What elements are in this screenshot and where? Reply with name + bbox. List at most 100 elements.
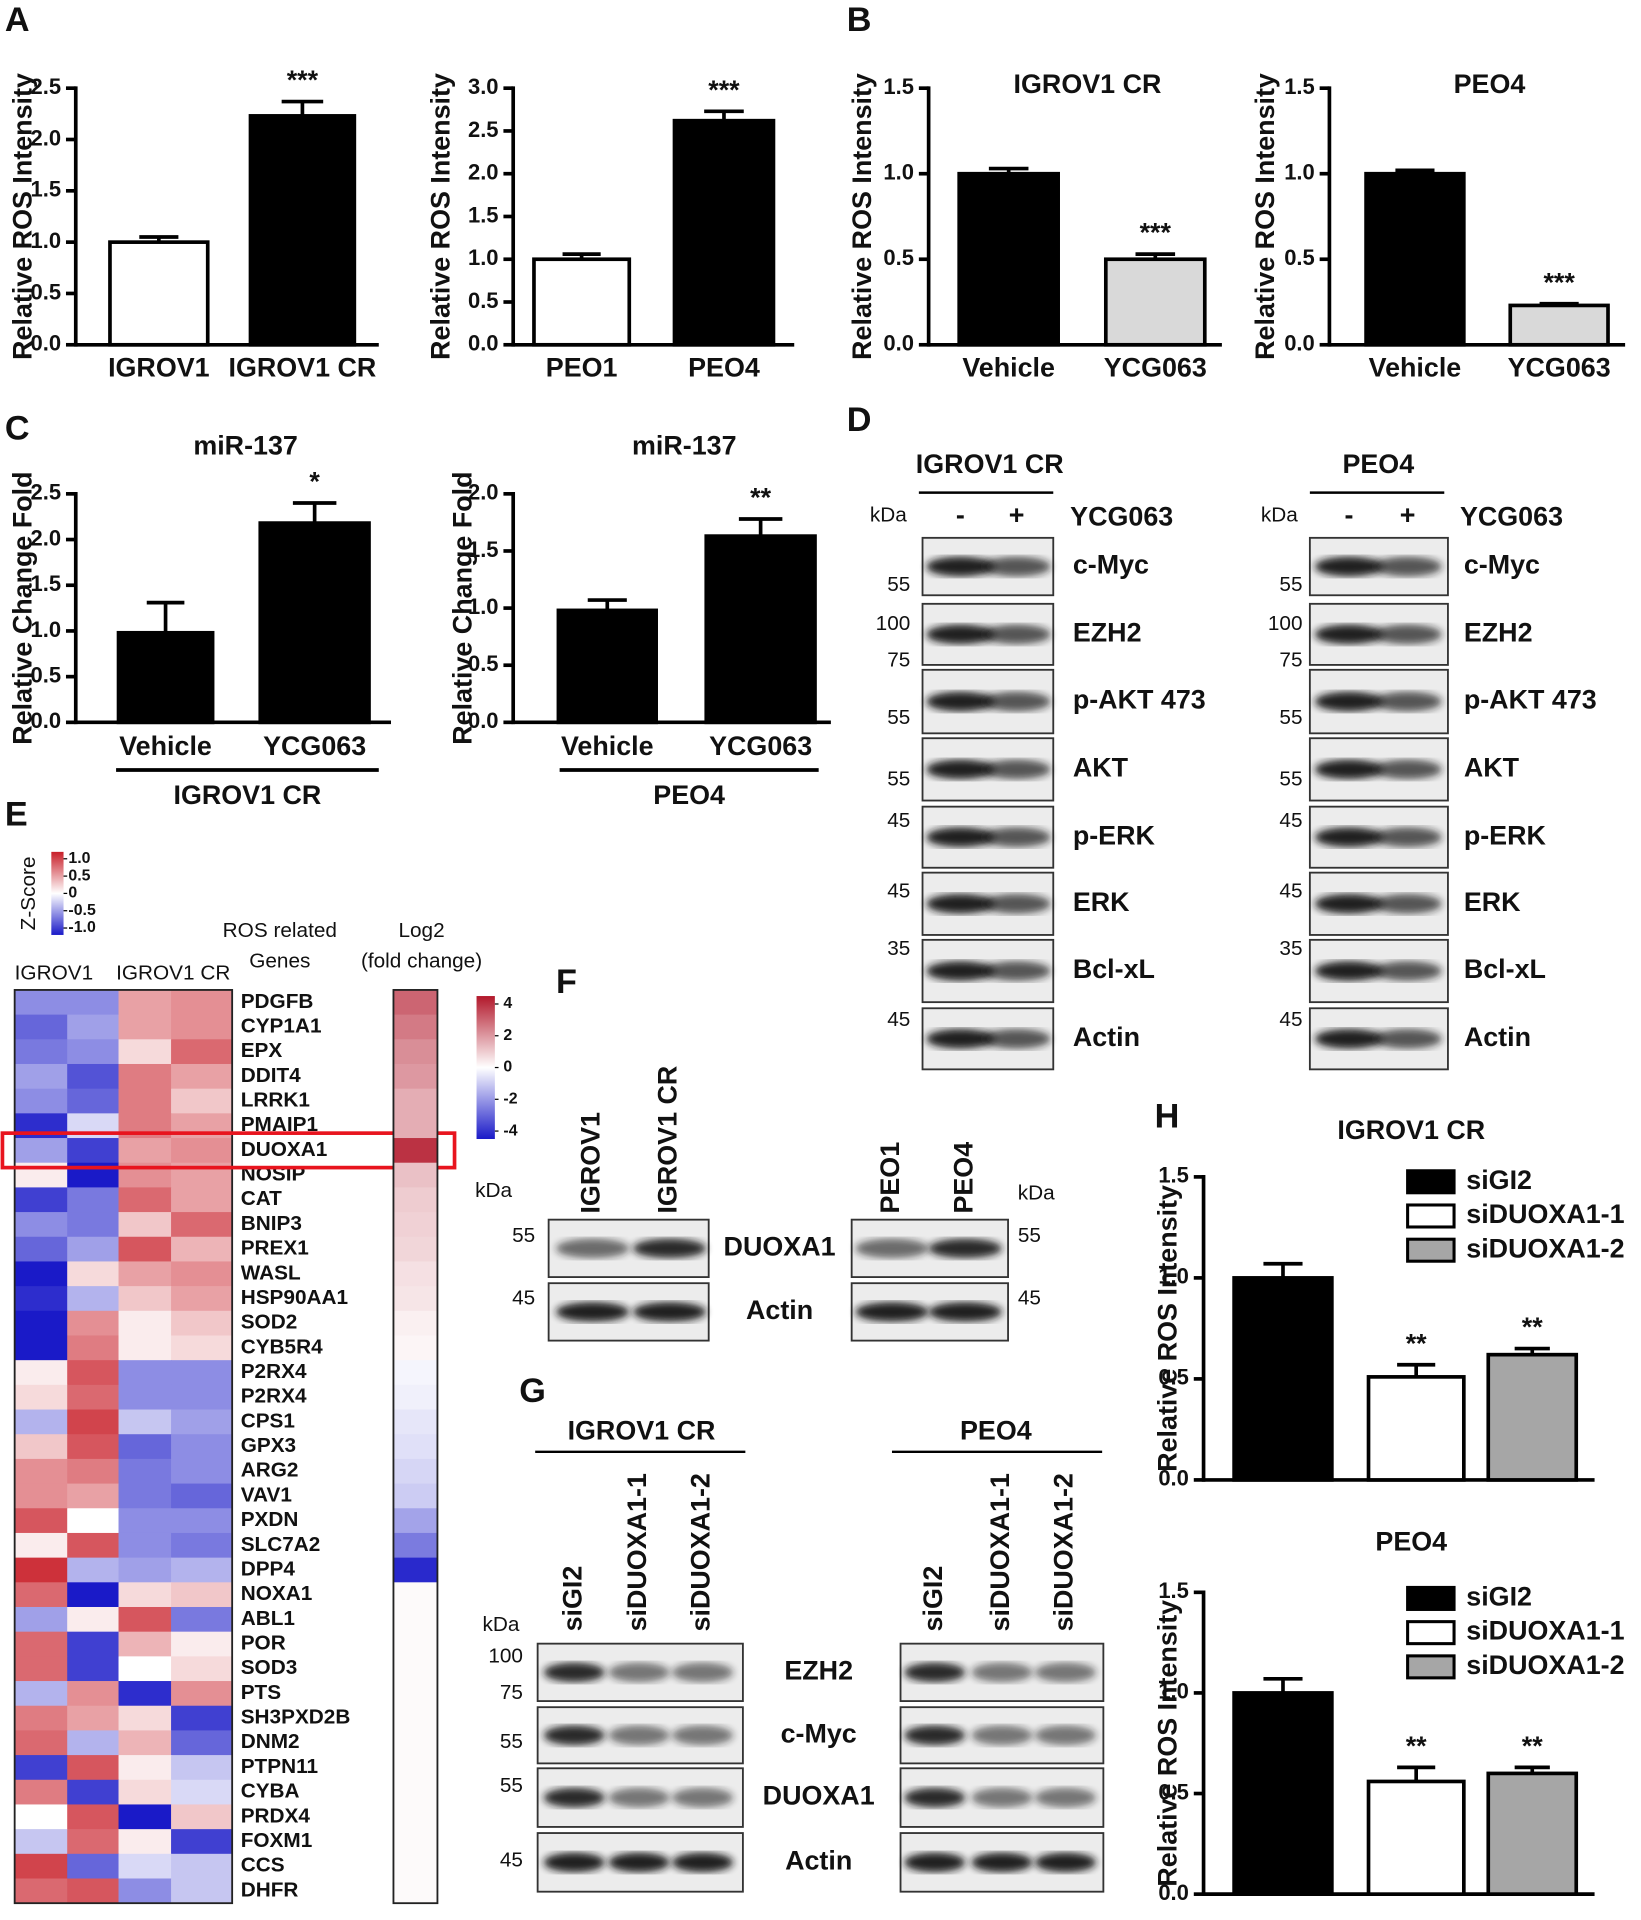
heatmap-cell — [118, 1829, 172, 1855]
lane-label: siDUOXA1-2 — [686, 1473, 716, 1631]
protein-label: c-Myc — [781, 1718, 857, 1748]
x-tick-label: YCG063 — [263, 731, 366, 761]
chart-title: PEO4 — [1454, 69, 1526, 99]
blot-band — [543, 1725, 605, 1746]
bar — [248, 114, 357, 347]
blot-band — [1314, 894, 1384, 914]
x-tick-label: YCG063 — [1104, 352, 1207, 382]
blot-band — [1373, 894, 1442, 914]
heatmap-cell — [14, 1656, 68, 1682]
heatmap-cell — [393, 1113, 438, 1139]
marker-label: 55 — [1279, 767, 1302, 790]
y-tick-label: 1.5 — [1158, 1163, 1189, 1188]
panel-label: E — [5, 795, 28, 833]
heatmap-cell — [67, 1384, 120, 1411]
heatmap-cell — [118, 1434, 172, 1460]
heatmap-frame — [13, 989, 234, 1905]
blot-band — [543, 1662, 605, 1683]
marker-label: 75 — [1279, 649, 1302, 672]
y-tick-label: 1.0 — [31, 228, 62, 253]
heatmap-cell — [118, 1804, 172, 1830]
heatmap-cell — [67, 1360, 120, 1386]
heatmap-cell — [67, 1656, 120, 1682]
heatmap-cell — [14, 1483, 68, 1509]
blot-band — [1314, 691, 1384, 712]
heatmap-cell — [393, 1878, 438, 1904]
gene-label: NOXA1 — [241, 1582, 313, 1605]
heatmap-cell — [67, 1606, 120, 1633]
panel-label: G — [519, 1372, 546, 1410]
heatmap-cell — [171, 1063, 233, 1090]
protein-label: Actin — [746, 1295, 813, 1325]
colorbar — [476, 996, 495, 1140]
heatmap-cell — [171, 1236, 233, 1263]
heatmap-cell — [171, 1656, 233, 1682]
heatmap-cell — [393, 1409, 438, 1435]
y-tick-label: 0.5 — [468, 651, 499, 676]
heatmap-cell — [118, 1853, 172, 1880]
heatmap-cell — [393, 1730, 438, 1756]
x-tick-label: YCG063 — [709, 731, 812, 761]
bar — [116, 630, 215, 725]
heatmap-cell — [171, 1286, 233, 1312]
blot-band — [855, 1238, 929, 1259]
heatmap-cell — [393, 1582, 438, 1608]
blot-band — [672, 1852, 734, 1873]
heatmap-cell — [171, 1187, 233, 1213]
heatmap-cell — [393, 1286, 438, 1312]
y-tick-label: 0.0 — [31, 331, 62, 356]
heatmap-cell — [67, 1063, 120, 1090]
heatmap-cell — [393, 1335, 438, 1361]
protein-label: p-ERK — [1073, 820, 1156, 850]
heatmap-cell — [171, 1434, 233, 1460]
blot-title: IGROV1 CR — [568, 1415, 716, 1445]
x-tick-label: Vehicle — [561, 731, 654, 761]
error-bar — [562, 252, 601, 260]
protein-label: Actin — [1464, 1022, 1531, 1052]
lane-label: siGI2 — [557, 1566, 587, 1632]
heatmap-cell — [171, 1508, 233, 1534]
blot-band — [971, 1662, 1033, 1683]
heatmap-cell — [14, 989, 68, 1016]
error-bar — [281, 99, 324, 116]
heatmap-cell — [171, 1360, 233, 1386]
heatmap-cell — [118, 1138, 172, 1164]
blot-band — [1373, 961, 1442, 981]
gene-label: CYB5R4 — [241, 1335, 323, 1358]
heatmap-cell — [67, 1187, 120, 1213]
heatmap-cell — [393, 1310, 438, 1337]
heatmap-cell — [393, 1631, 438, 1657]
colorbar-tick-label: 1.0 — [68, 850, 90, 867]
x-tick-label: Vehicle — [119, 731, 212, 761]
marker-label: 55 — [1018, 1224, 1041, 1247]
heatmap-cell — [14, 1335, 68, 1361]
y-tick-label: 0.0 — [1158, 1880, 1189, 1905]
blot-band — [971, 1787, 1033, 1808]
marker-label: 100 — [876, 612, 911, 635]
group-label: PEO4 — [653, 780, 725, 810]
blot-band — [926, 624, 995, 645]
protein-label: Actin — [785, 1845, 852, 1875]
bar — [556, 608, 658, 725]
protein-label: AKT — [1464, 752, 1520, 782]
error-bar — [587, 598, 627, 611]
heatmap-cell — [14, 1557, 68, 1583]
blot-band — [926, 827, 995, 847]
heatmap-cell — [171, 1557, 233, 1583]
unit-label: kDa — [1018, 1181, 1055, 1204]
heatmap-cell — [14, 1360, 68, 1386]
heatmap-cell — [14, 1730, 68, 1756]
heatmap-cell — [171, 1804, 233, 1830]
heatmap-cell — [14, 1804, 68, 1830]
heatmap-cell — [171, 1014, 233, 1040]
heatmap-cell — [14, 1755, 68, 1781]
bar — [108, 240, 210, 347]
blot-band — [543, 1852, 605, 1873]
significance-label: * — [309, 467, 320, 497]
y-tick-label: 0.5 — [1158, 1779, 1189, 1804]
heatmap-cell — [14, 1261, 68, 1287]
error-bar — [1397, 1362, 1436, 1377]
heatmap-cell — [393, 1779, 438, 1806]
gene-label: PTPN11 — [241, 1755, 318, 1778]
lane-label: siDUOXA1-1 — [622, 1473, 652, 1631]
